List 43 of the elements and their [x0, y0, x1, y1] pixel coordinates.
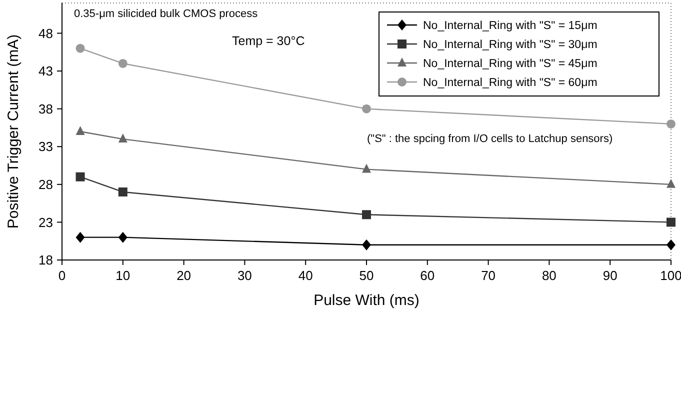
- x-tick-label: 70: [481, 268, 496, 283]
- point: [76, 44, 85, 53]
- legend-label: No_Internal_Ring with "S" = 30μm: [423, 39, 598, 52]
- x-tick-label: 20: [176, 268, 192, 283]
- x-tick-label: 100: [660, 268, 681, 283]
- y-tick-label: 48: [38, 26, 53, 41]
- point: [362, 164, 371, 173]
- y-tick-label: 38: [38, 101, 53, 116]
- x-tick-label: 90: [602, 268, 618, 283]
- point: [118, 232, 128, 243]
- x-tick-label: 30: [237, 268, 252, 283]
- point: [118, 187, 128, 196]
- annotation: 0.35-μm silicided bulk CMOS process: [74, 8, 258, 20]
- point: [666, 119, 676, 128]
- annotation: Temp = 30°C: [232, 34, 305, 48]
- point: [362, 210, 371, 220]
- point: [118, 134, 128, 143]
- legend-label: No_Internal_Ring with "S" = 60μm: [423, 77, 598, 90]
- x-tick-label: 10: [116, 268, 130, 283]
- point: [362, 104, 371, 114]
- x-tick-label: 60: [420, 268, 435, 283]
- point: [76, 126, 85, 135]
- annotation: ("S" : the spcing from I/O cells to Latchup sensors): [367, 133, 613, 145]
- x-tick-label: 80: [542, 268, 556, 283]
- point: [666, 218, 676, 227]
- legend-label: No_Internal_Ring with "S" = 15μm: [423, 20, 598, 32]
- legend-label: No_Internal_Ring with "S" = 45μm: [423, 58, 598, 70]
- y-tick-label: 18: [38, 252, 53, 268]
- x-tick-label: 40: [298, 268, 313, 283]
- point: [76, 172, 85, 182]
- point: [666, 178, 676, 188]
- x-tick-label: 0: [58, 268, 66, 283]
- y-tick-label: 28: [38, 176, 53, 192]
- y-tick-label: 43: [38, 64, 53, 79]
- x-axis-title: Pulse With (ms): [314, 292, 420, 309]
- y-tick-label: 33: [38, 139, 53, 154]
- point: [666, 239, 676, 250]
- y-tick-label: 23: [38, 214, 53, 230]
- x-tick-label: 50: [359, 268, 374, 283]
- point: [76, 232, 85, 243]
- y-axis-title: Positive Trigger Current (mA): [5, 34, 22, 229]
- point: [118, 58, 128, 68]
- point: [362, 239, 371, 250]
